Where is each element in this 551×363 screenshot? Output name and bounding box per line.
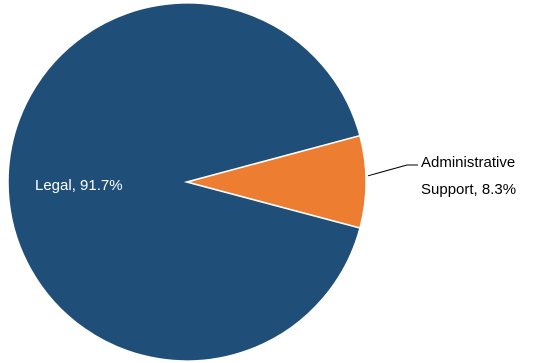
slice-legal <box>7 2 361 362</box>
label-admin-line-2: Support, 8.3% <box>421 181 516 198</box>
label-admin-line-1: Administrative <box>421 154 515 171</box>
leader-line-administrative-support <box>367 164 418 177</box>
label-legal: Legal, 91.7% <box>35 177 123 194</box>
slice-administrative-support <box>184 134 367 229</box>
label-administrative-support: Administrative Support, 8.3% <box>421 154 519 198</box>
pie-slices <box>7 2 367 362</box>
label-legal-line-1: Legal, 91.7% <box>35 177 123 194</box>
